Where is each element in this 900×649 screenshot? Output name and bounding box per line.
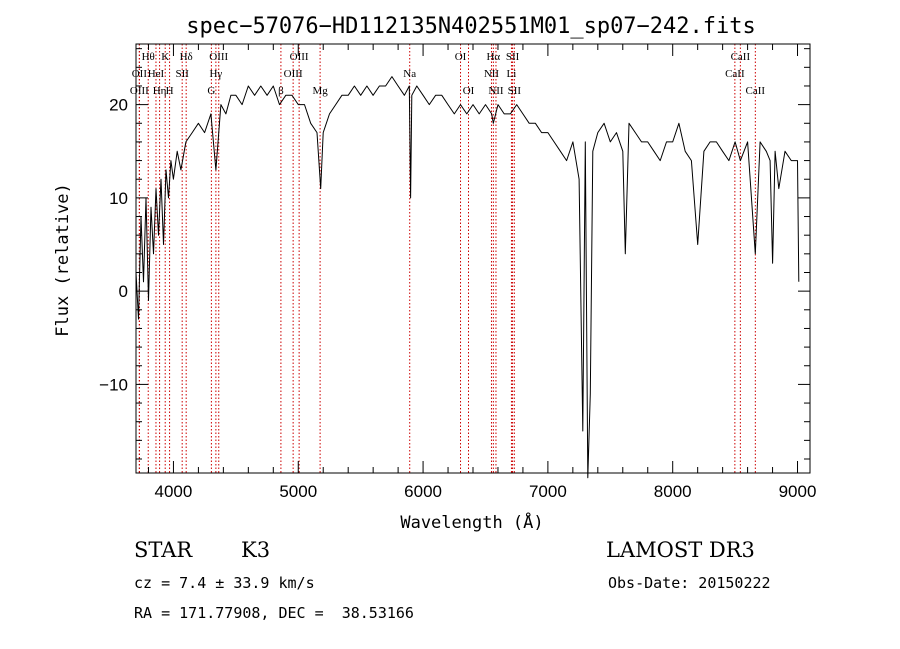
spectral-line-label: Hδ xyxy=(180,51,193,63)
y-axis-label: Flux (relative) xyxy=(53,183,73,337)
spectral-line-label: OI xyxy=(455,51,467,63)
spectral-line-label: H xyxy=(166,85,174,97)
y-tick-label: 0 xyxy=(119,282,128,301)
spectral-line-label: OI xyxy=(463,85,475,97)
spectral-line-label: OIII xyxy=(209,51,228,63)
spectral-line-label: β xyxy=(278,85,284,97)
obs-date-readout: Obs-Date: 20150222 xyxy=(608,574,771,592)
y-tick-label: −10 xyxy=(99,375,128,394)
class-label: STAR xyxy=(134,538,193,562)
spectrum-series-line xyxy=(135,76,800,479)
spectral-line-label: Hθ xyxy=(142,51,155,63)
x-tick-label: 5000 xyxy=(279,482,317,501)
spectral-line-label: Hη xyxy=(153,85,167,97)
spectral-line-label: SII xyxy=(175,68,189,80)
spectral-line-label: Hα xyxy=(486,51,500,63)
survey-label: LAMOST DR3 xyxy=(606,538,755,562)
x-tick-label: 4000 xyxy=(155,482,193,501)
x-tick-label: 9000 xyxy=(779,482,817,501)
spectral-line-label: HeI xyxy=(148,68,165,80)
coordinates-readout: RA = 171.77908, DEC = 38.53166 xyxy=(134,604,414,622)
plot-frame xyxy=(135,43,811,474)
subclass-label: K3 xyxy=(241,538,271,562)
spectral-line-label: OIII xyxy=(130,85,149,97)
spectral-line-label: OII xyxy=(132,68,148,80)
spectral-line-label: OIII xyxy=(284,68,303,80)
spectral-line-label: SII xyxy=(508,85,522,97)
spectral-line-label: CaII xyxy=(731,51,751,63)
spectral-line-label: Li xyxy=(507,68,517,80)
spectral-line-markers xyxy=(138,44,756,473)
spectral-line-label: Na xyxy=(403,68,416,80)
y-axis-ticks: −10 0 10 20 xyxy=(99,48,810,460)
spectral-line-label: Hγ xyxy=(209,68,222,80)
spectral-line-label: NII xyxy=(488,85,504,97)
spectral-line-label: OIII xyxy=(290,51,309,63)
spectral-line-label: CaII xyxy=(746,85,766,97)
spectral-line-label: NII xyxy=(484,68,500,80)
x-axis-label: Wavelength (Å) xyxy=(400,511,543,533)
x-tick-label: 7000 xyxy=(529,482,567,501)
spectral-line-label: CaII xyxy=(725,68,745,80)
y-tick-label: 20 xyxy=(109,96,128,115)
spectral-line-label: SII xyxy=(506,51,520,63)
x-tick-label: 6000 xyxy=(404,482,442,501)
x-axis-ticks: 4000 5000 6000 7000 8000 9000 xyxy=(147,44,817,501)
spectral-line-label: K xyxy=(161,51,169,63)
spectral-line-label: G xyxy=(207,85,215,97)
x-tick-label: 8000 xyxy=(654,482,692,501)
chart-title: spec−57076−HD112135N402551M01_sp07−242.f… xyxy=(186,14,756,39)
spectral-line-label: Mg xyxy=(312,85,328,97)
redshift-readout: cz = 7.4 ± 33.9 km/s xyxy=(134,574,315,592)
y-tick-label: 10 xyxy=(109,189,128,208)
